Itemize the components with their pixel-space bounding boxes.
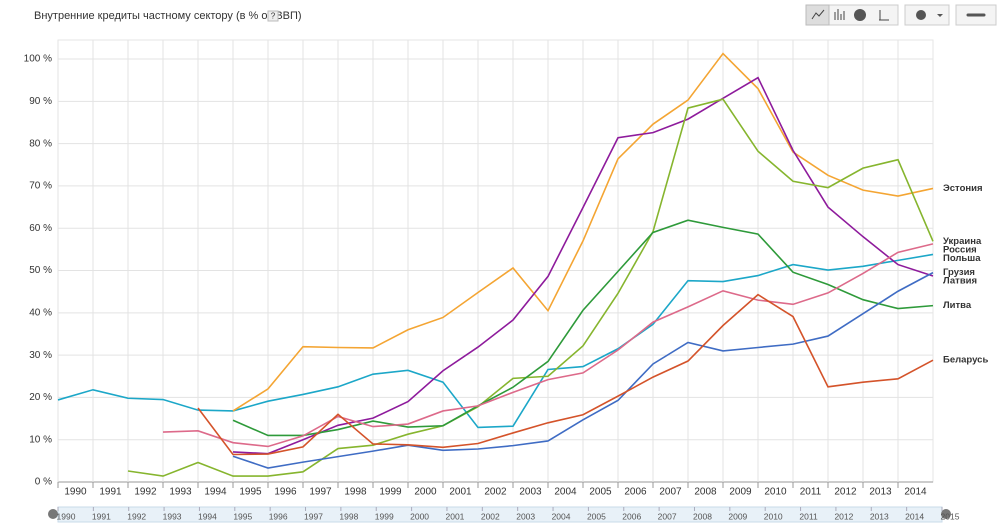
x-tick-label: 1997: [309, 487, 332, 498]
settings-button[interactable]: [904, 4, 950, 26]
x-tick-label: 1990: [64, 487, 87, 498]
timeline-label: 2003: [516, 511, 535, 521]
timeline-label: 1990: [57, 511, 76, 521]
series-line: [232, 76, 934, 455]
timeline-label: 2006: [622, 511, 641, 521]
y-tick-label: 30 %: [29, 350, 52, 361]
y-tick-label: 50 %: [29, 265, 52, 276]
x-tick-label: 2008: [694, 487, 717, 498]
timeline-label: 1992: [127, 511, 146, 521]
timeline-label: 2005: [587, 511, 606, 521]
dropdown-arrow: [937, 14, 943, 17]
timeline-label: 1991: [92, 511, 111, 521]
series-line: [232, 52, 934, 412]
x-tick-label: 2011: [800, 487, 822, 498]
y-tick-label: 100 %: [24, 54, 52, 65]
timeline-label: 1999: [375, 511, 394, 521]
y-tick-label: 40 %: [29, 307, 52, 318]
series-line: [232, 219, 934, 437]
x-tick-label: 2000: [414, 487, 437, 498]
help-text[interactable]: ?: [271, 12, 276, 21]
x-tick-label: 2003: [519, 487, 542, 498]
legend-label: Эстония: [943, 183, 983, 194]
timeline-label: 1994: [198, 511, 217, 521]
series-line: [162, 243, 934, 448]
gear-icon: [916, 10, 926, 20]
help-icon[interactable]: [267, 10, 279, 22]
legend-label: Грузия: [943, 267, 975, 278]
legend-label: Украина: [943, 236, 982, 247]
x-tick-label: 1996: [274, 487, 297, 498]
legend-label: Латвия: [943, 276, 977, 287]
timeline-handle-start[interactable]: [48, 509, 58, 519]
series-line: [232, 271, 934, 469]
x-tick-label: 2009: [729, 487, 752, 498]
timeline-label: 1993: [163, 511, 182, 521]
y-tick-label: 0 %: [35, 477, 52, 488]
x-tick-label: 1992: [134, 487, 157, 498]
chart-title: Внутренние кредиты частному сектору (в %…: [34, 10, 302, 22]
legend-label: Беларусь: [943, 355, 988, 366]
timeline-label: 2000: [410, 511, 429, 521]
x-tick-label: 2012: [834, 487, 857, 498]
timeline-label: 2012: [834, 511, 853, 521]
x-tick-label: 1991: [99, 487, 122, 498]
x-tick-label: 1995: [239, 487, 262, 498]
x-tick-label: 2002: [484, 487, 507, 498]
y-tick-label: 10 %: [29, 434, 52, 445]
timeline-label: 2011: [799, 511, 818, 521]
timeline-label: 1995: [233, 511, 252, 521]
timeline-label: 2015: [941, 511, 960, 521]
x-tick-label: 2005: [589, 487, 612, 498]
toolbar: [805, 4, 997, 26]
x-tick-label: 1994: [204, 487, 227, 498]
legend-label: Литва: [943, 300, 972, 311]
x-tick-label: 2013: [869, 487, 892, 498]
x-tick-label: 1999: [379, 487, 402, 498]
timeline-label: 2004: [552, 511, 571, 521]
legend-label: Польша: [943, 253, 981, 264]
timeline-label: 2007: [658, 511, 677, 521]
plot-area: [57, 39, 934, 483]
timeline-label: 2008: [693, 511, 712, 521]
bar-icon[interactable]: [834, 9, 845, 20]
y-tick-label: 90 %: [29, 96, 52, 107]
x-tick-label: 2006: [624, 487, 647, 498]
series-line: [127, 98, 934, 477]
x-tick-label: 2010: [764, 487, 787, 498]
map-icon[interactable]: [854, 9, 866, 21]
timeline-label: 2010: [764, 511, 783, 521]
line-icon: [811, 9, 825, 20]
timeline-label: 2001: [445, 511, 464, 521]
y-tick-label: 80 %: [29, 138, 52, 149]
x-tick-label: 2001: [449, 487, 472, 498]
y-tick-label: 20 %: [29, 392, 52, 403]
timeline-label: 2002: [481, 511, 500, 521]
x-tick-label: 1998: [344, 487, 367, 498]
timeline-handle-end[interactable]: [941, 509, 951, 519]
timeline-label: 1996: [269, 511, 288, 521]
y-tick-label: 70 %: [29, 181, 52, 192]
x-tick-label: 2007: [659, 487, 682, 498]
timeline-label: 2009: [728, 511, 747, 521]
y-tick-label: 60 %: [29, 223, 52, 234]
legend-label: Россия: [943, 244, 977, 255]
timeline-label: 1998: [339, 511, 358, 521]
x-tick-label: 1993: [169, 487, 192, 498]
timeline-label: 2014: [905, 511, 924, 521]
x-tick-label: 2004: [554, 487, 577, 498]
scatter-icon[interactable]: [879, 10, 889, 21]
timeline-label: 2013: [870, 511, 889, 521]
x-tick-label: 2014: [904, 487, 927, 498]
series-line: [197, 293, 934, 456]
timeline-label: 1997: [304, 511, 323, 521]
